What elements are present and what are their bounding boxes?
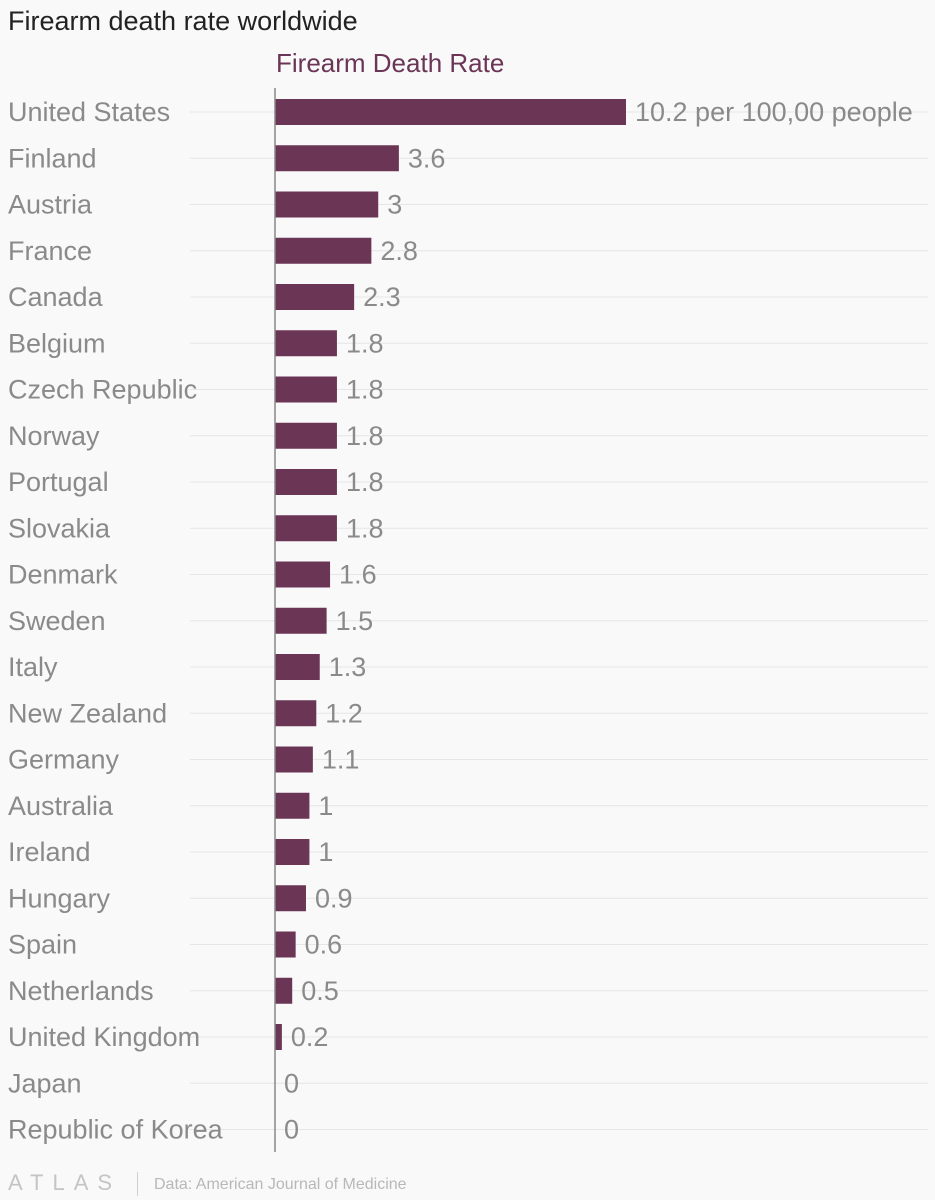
value-label: 1.2: [325, 698, 363, 728]
value-label: 0: [284, 1068, 299, 1098]
value-label: 0.6: [305, 930, 343, 960]
bar: [275, 469, 337, 495]
bar: [275, 654, 320, 680]
category-label: Spain: [8, 930, 77, 960]
category-label: Finland: [8, 143, 97, 173]
value-label: 0.5: [301, 976, 339, 1006]
category-label: Sweden: [8, 606, 106, 636]
bar: [275, 561, 331, 588]
bar: [275, 376, 337, 403]
category-label: France: [8, 236, 92, 266]
bar: [275, 792, 310, 819]
category-label: Japan: [8, 1068, 82, 1098]
bar: [275, 931, 296, 958]
value-label: 0: [284, 1115, 299, 1145]
value-label: 1.8: [346, 421, 384, 451]
category-label: United Kingdom: [8, 1022, 200, 1052]
footer-divider: [137, 1172, 138, 1196]
bar: [275, 145, 399, 172]
category-label: Slovakia: [8, 513, 111, 543]
bar: [275, 700, 317, 727]
category-label: Italy: [8, 652, 58, 682]
footer: ATLAS Data: American Journal of Medicine: [0, 1166, 935, 1200]
bar: [275, 746, 313, 773]
value-label: 1.8: [346, 375, 384, 405]
bar: [275, 839, 310, 865]
value-label: 3: [387, 190, 402, 220]
category-label: Australia: [8, 791, 114, 821]
category-label: Ireland: [8, 837, 91, 867]
chart-title: Firearm death rate worldwide: [8, 6, 358, 36]
value-label: 3.6: [408, 143, 446, 173]
category-label: Germany: [8, 745, 120, 775]
bar-chart: United States 10.2 per 100,00 people Finla…: [8, 88, 928, 1152]
category-label: New Zealand: [8, 698, 167, 728]
bar: [275, 330, 337, 357]
bar: [275, 885, 306, 912]
series-title: Firearm Death Rate: [276, 48, 505, 78]
value-label: 1.3: [329, 652, 367, 682]
bar: [275, 284, 355, 310]
category-label: Republic of Korea: [8, 1115, 224, 1145]
value-label: 1: [318, 791, 333, 821]
bar: [275, 191, 379, 218]
value-label: 1.6: [339, 560, 377, 590]
bar: [275, 237, 372, 264]
bar: [275, 515, 337, 542]
bar: [275, 977, 293, 1004]
value-label: 1.8: [346, 467, 384, 497]
value-label: 0.9: [315, 883, 353, 913]
category-label: Canada: [8, 282, 104, 312]
value-label: 2.8: [380, 236, 418, 266]
value-label: 1.5: [336, 606, 374, 636]
category-label: Netherlands: [8, 976, 154, 1006]
category-label: Norway: [8, 421, 100, 451]
value-label: 0.2: [291, 1022, 329, 1052]
value-label: 1.8: [346, 328, 384, 358]
value-label: 1.1: [322, 745, 360, 775]
bar: [275, 422, 337, 449]
bar: [275, 99, 626, 125]
category-label: Czech Republic: [8, 375, 197, 405]
value-label: 10.2 per 100,00 people: [635, 97, 913, 127]
value-label: 2.3: [363, 282, 401, 312]
category-label: Denmark: [8, 560, 118, 590]
atlas-logo: ATLAS: [8, 1170, 122, 1195]
category-label: Austria: [8, 190, 93, 220]
category-label: Hungary: [8, 883, 111, 913]
bar: [275, 607, 327, 634]
value-label: 1: [318, 837, 333, 867]
category-label: United States: [8, 97, 170, 127]
category-label: Belgium: [8, 328, 106, 358]
value-label: 1.8: [346, 513, 384, 543]
category-label: Portugal: [8, 467, 109, 497]
bar: [275, 1024, 282, 1050]
source-note: Data: American Journal of Medicine: [154, 1176, 407, 1193]
